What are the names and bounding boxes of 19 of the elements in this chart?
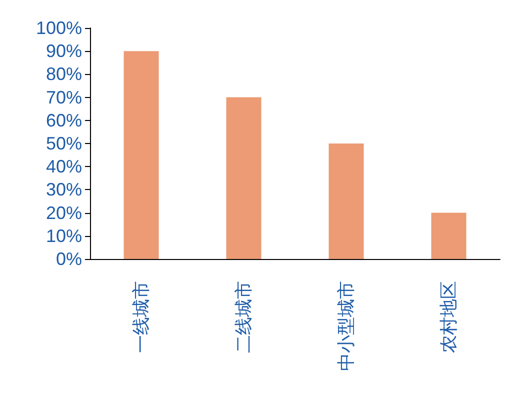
bar [431, 212, 466, 259]
x-tick-label: 中小型城市 [336, 281, 357, 371]
y-tick-label: 40% [46, 156, 82, 177]
y-tick-label: 20% [46, 202, 82, 223]
y-tick-label: 60% [46, 110, 82, 130]
bar [328, 144, 364, 259]
x-tick-label: 农村地区 [438, 281, 460, 353]
x-tick-label: 二线城市 [233, 281, 254, 353]
bar [124, 51, 159, 259]
y-tick-label: 30% [46, 180, 82, 200]
x-tick-label: 一线城市 [130, 281, 152, 353]
y-tick-label: 10% [46, 226, 82, 246]
y-tick-label: 80% [46, 64, 82, 84]
y-tick-label: 70% [46, 87, 82, 108]
y-tick-label: 0% [56, 249, 82, 269]
y-tick-label: 90% [46, 41, 82, 62]
y-tick-label: 100% [36, 18, 82, 38]
y-tick-label: 50% [46, 134, 82, 154]
bar [226, 97, 262, 259]
